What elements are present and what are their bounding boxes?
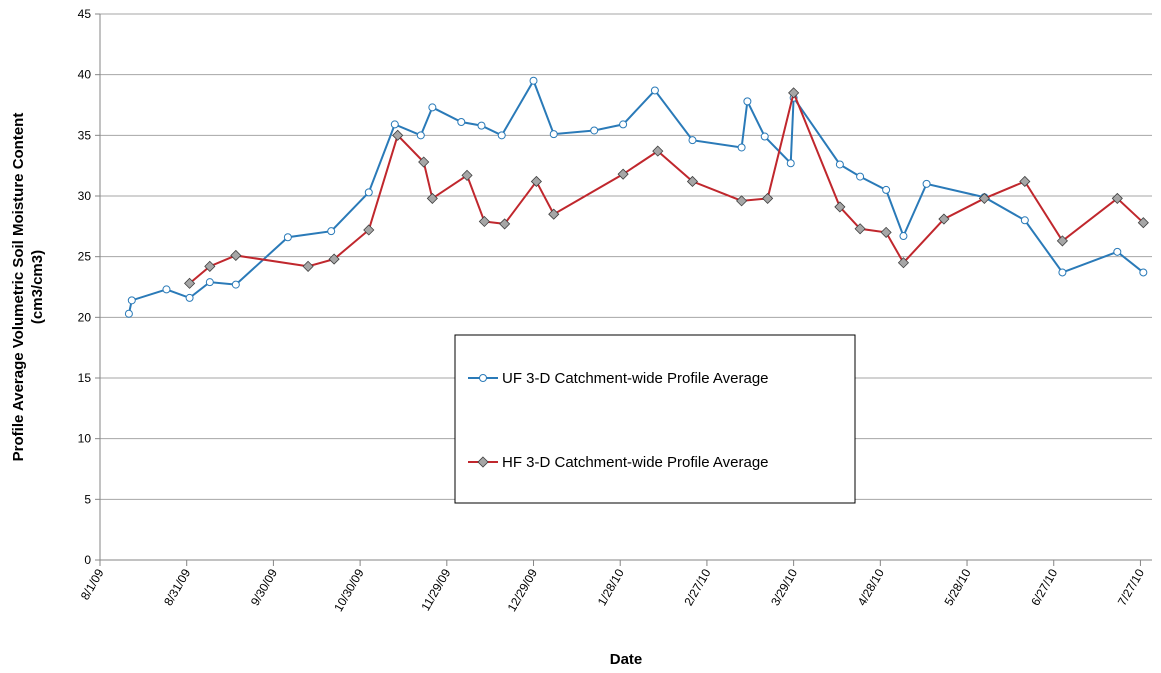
series-line xyxy=(188,89,1145,285)
marker xyxy=(882,185,891,194)
marker xyxy=(418,156,430,168)
marker xyxy=(1111,192,1123,204)
marker xyxy=(363,224,375,236)
marker xyxy=(416,131,425,140)
marker xyxy=(231,280,240,289)
y-tick-label: 15 xyxy=(78,371,92,385)
marker xyxy=(457,117,466,126)
x-tick-label: 5/28/10 xyxy=(941,566,973,608)
marker xyxy=(497,131,506,140)
marker xyxy=(762,192,774,204)
marker xyxy=(530,175,542,188)
marker xyxy=(124,309,133,318)
y-tick-label: 10 xyxy=(78,432,92,446)
marker xyxy=(978,192,990,204)
marker xyxy=(1058,268,1067,277)
marker xyxy=(364,188,373,197)
x-tick-label: 8/31/09 xyxy=(161,566,193,608)
marker xyxy=(1139,268,1148,277)
marker xyxy=(899,232,908,241)
x-tick-label: 7/27/10 xyxy=(1115,566,1147,608)
y-tick-label: 40 xyxy=(78,68,92,82)
marker xyxy=(1056,235,1068,247)
marker xyxy=(617,168,629,180)
marker xyxy=(184,277,196,289)
x-tick-label: 11/29/09 xyxy=(418,566,453,613)
marker xyxy=(760,132,769,141)
marker xyxy=(529,76,538,85)
marker xyxy=(327,227,336,236)
marker xyxy=(652,145,664,157)
marker xyxy=(743,97,752,106)
legend-label: UF 3-D Catchment-wide Profile Average xyxy=(502,370,769,387)
marker xyxy=(922,179,931,188)
x-tick-label: 9/30/09 xyxy=(248,566,280,608)
y-tick-label: 5 xyxy=(84,492,91,506)
x-tick-label: 10/30/09 xyxy=(331,566,367,614)
marker xyxy=(549,130,558,139)
y-tick-label: 20 xyxy=(78,310,92,324)
legend-marker xyxy=(479,374,487,382)
marker xyxy=(392,129,404,141)
marker xyxy=(590,126,599,135)
legend: UF 3-D Catchment-wide Profile Average HF … xyxy=(454,334,856,504)
marker xyxy=(390,120,399,129)
marker xyxy=(205,278,214,287)
marker xyxy=(856,172,865,181)
marker xyxy=(426,192,438,204)
marker xyxy=(1020,216,1029,225)
marker xyxy=(650,86,659,95)
marker xyxy=(788,87,800,99)
y-axis-title: Profile Average Volumetric Soil Moisture… xyxy=(10,113,27,462)
marker xyxy=(854,223,866,235)
marker xyxy=(162,285,171,294)
y-tick-label: 25 xyxy=(78,250,92,264)
legend-box xyxy=(454,334,856,504)
marker xyxy=(897,257,910,269)
marker xyxy=(127,296,136,305)
marker xyxy=(499,218,511,230)
marker xyxy=(283,233,292,242)
marker xyxy=(619,120,628,129)
marker xyxy=(477,121,486,130)
series-line xyxy=(127,78,1144,314)
x-tick-label: 6/27/10 xyxy=(1028,566,1060,608)
marker xyxy=(185,293,194,302)
marker xyxy=(428,103,437,112)
marker xyxy=(461,169,473,181)
marker xyxy=(737,143,746,152)
marker xyxy=(478,215,490,228)
y-tick-label: 35 xyxy=(78,128,92,142)
marker xyxy=(688,136,697,145)
marker xyxy=(328,253,340,265)
legend-label: HF 3-D Catchment-wide Profile Average xyxy=(502,454,769,471)
marker xyxy=(835,160,844,169)
marker xyxy=(736,195,748,207)
legend-marker xyxy=(477,456,489,468)
x-tick-label: 2/27/10 xyxy=(681,566,713,608)
marker xyxy=(302,260,314,272)
marker xyxy=(1113,247,1122,256)
marker xyxy=(786,159,795,168)
marker xyxy=(204,260,216,272)
marker xyxy=(938,213,950,225)
marker xyxy=(686,175,699,188)
marker xyxy=(1137,217,1149,229)
marker xyxy=(548,208,560,220)
marker xyxy=(230,249,242,262)
y-tick-label: 45 xyxy=(78,7,92,21)
x-axis-title: Date xyxy=(610,651,643,668)
y-tick-label: 0 xyxy=(84,553,91,567)
x-tick-label: 3/29/10 xyxy=(768,566,800,608)
x-tick-label: 4/28/10 xyxy=(855,566,887,608)
y-axis-title: (cm3/cm3) xyxy=(29,250,46,324)
marker xyxy=(834,201,846,213)
x-tick-label: 12/29/09 xyxy=(505,566,541,614)
y-tick-label: 30 xyxy=(78,189,92,203)
x-tick-label: 8/1/09 xyxy=(78,566,107,602)
marker xyxy=(1019,175,1031,188)
marker xyxy=(880,226,892,238)
x-tick-label: 1/28/10 xyxy=(595,566,627,608)
